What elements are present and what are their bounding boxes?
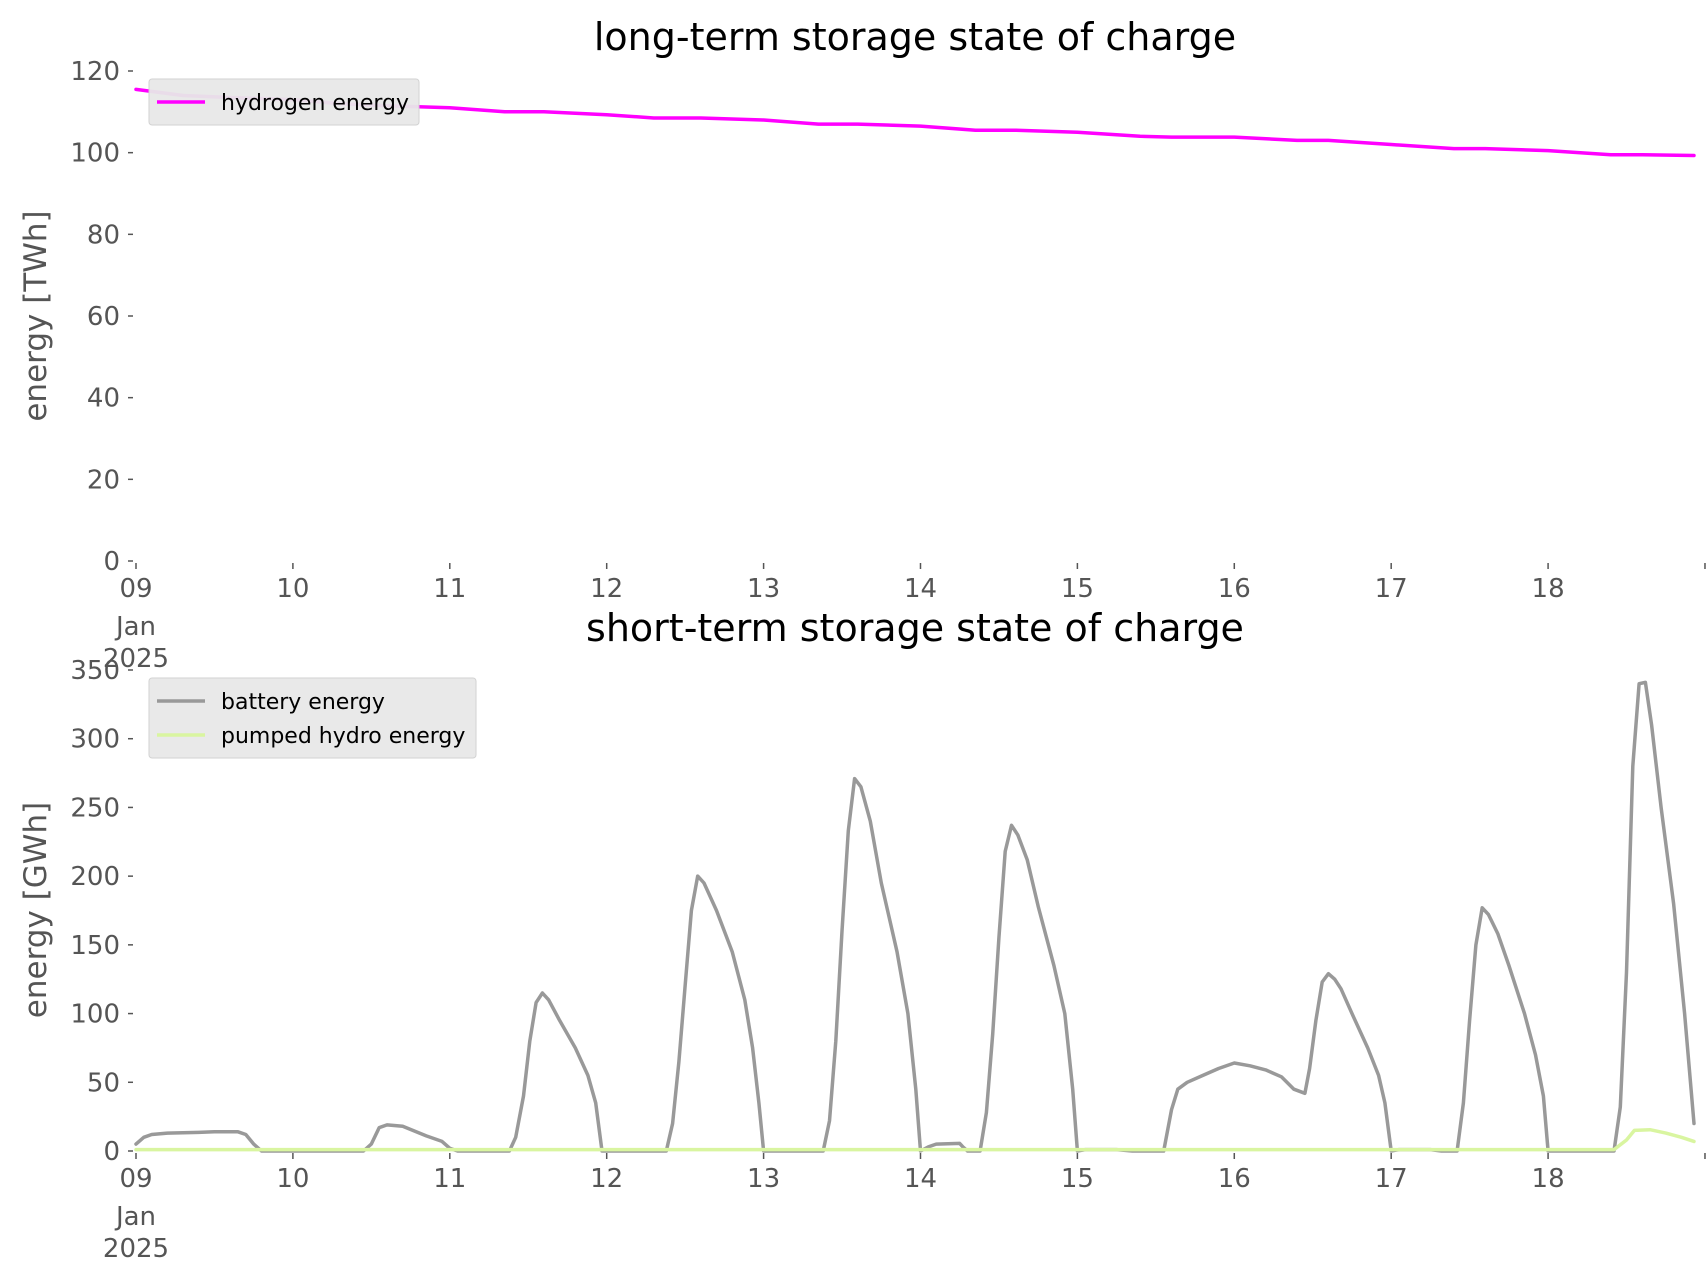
y-axis-label: energy [TWh] bbox=[18, 210, 54, 421]
chart-title: short-term storage state of charge bbox=[586, 606, 1244, 650]
x-tick-sublabel-month: Jan bbox=[114, 612, 156, 642]
x-tick-label: 15 bbox=[1061, 574, 1094, 604]
x-tick-label: 09 bbox=[119, 1164, 152, 1194]
series-line-battery-energy bbox=[134, 680, 1696, 1153]
y-tick-label: 120 bbox=[70, 57, 120, 87]
legend-box bbox=[148, 78, 420, 126]
y-tick-label: 200 bbox=[70, 862, 120, 892]
legend: battery energy pumped hydro energy bbox=[148, 677, 477, 759]
legend-entry-label: hydrogen energy bbox=[221, 91, 409, 116]
x-tick-label: 18 bbox=[1532, 1164, 1565, 1194]
x-tick-label: 10 bbox=[276, 574, 309, 604]
y-tick-label: 300 bbox=[70, 725, 120, 755]
x-tick-label: 14 bbox=[904, 1164, 937, 1194]
x-tick-label: 13 bbox=[747, 1164, 780, 1194]
x-tick-label: 17 bbox=[1375, 574, 1408, 604]
y-tick-label: 50 bbox=[87, 1068, 120, 1098]
y-tick-label: 80 bbox=[87, 220, 120, 250]
x-tick-label: 18 bbox=[1532, 574, 1565, 604]
y-tick-label: 100 bbox=[70, 139, 120, 169]
y-tick-label: 250 bbox=[70, 793, 120, 823]
legend-entry-label: pumped hydro energy bbox=[221, 724, 465, 749]
legend-box bbox=[148, 677, 477, 759]
x-tick-label: 12 bbox=[590, 574, 623, 604]
y-tick-label: 350 bbox=[70, 656, 120, 686]
x-tick-label: 17 bbox=[1375, 1164, 1408, 1194]
x-tick-label: 11 bbox=[433, 574, 466, 604]
series-line-pumped-hydro-energy bbox=[134, 1127, 1696, 1152]
y-tick-label: 20 bbox=[87, 465, 120, 495]
y-tick-label: 150 bbox=[70, 931, 120, 961]
x-tick-label: 15 bbox=[1061, 1164, 1094, 1194]
legend-entry-label: battery energy bbox=[221, 690, 385, 715]
x-tick-label: 10 bbox=[276, 1164, 309, 1194]
legend: hydrogen energy bbox=[148, 78, 420, 126]
y-tick-label: 40 bbox=[87, 384, 120, 414]
x-tick-label: 16 bbox=[1218, 1164, 1251, 1194]
x-tick-label: 13 bbox=[747, 574, 780, 604]
x-tick-label: 11 bbox=[433, 1164, 466, 1194]
y-tick-label: 100 bbox=[70, 1000, 120, 1030]
y-tick-label: 0 bbox=[103, 547, 120, 577]
x-tick-sublabel-year: 2025 bbox=[103, 1234, 169, 1264]
x-tick-sublabel-year: 2025 bbox=[103, 644, 169, 674]
y-axis-label: energy [GWh] bbox=[18, 802, 54, 1018]
x-tick-label: 09 bbox=[119, 574, 152, 604]
chart-title: long-term storage state of charge bbox=[594, 15, 1236, 59]
chart-panel-1: long-term storage state of charge energy … bbox=[18, 15, 1706, 674]
x-tick-label: 12 bbox=[590, 1164, 623, 1194]
x-tick-label: 16 bbox=[1218, 574, 1251, 604]
x-tick-sublabel-month: Jan bbox=[114, 1202, 156, 1232]
x-tick-label: 14 bbox=[904, 574, 937, 604]
y-tick-label: 60 bbox=[87, 302, 120, 332]
chart-panel-2: short-term storage state of charge energy… bbox=[18, 606, 1706, 1264]
y-tick-label: 0 bbox=[103, 1137, 120, 1167]
